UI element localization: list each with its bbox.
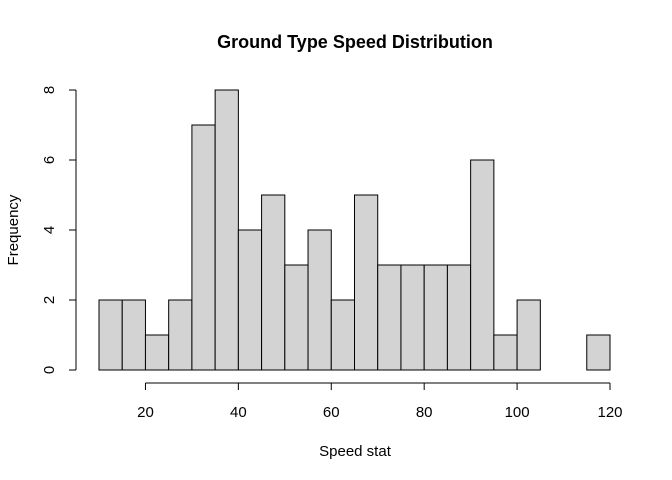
histogram-bar-75-80	[400, 264, 425, 371]
histogram-bar-35-40	[214, 89, 239, 371]
x-tick-label-60: 60	[323, 404, 340, 421]
histogram-bar-100-105	[516, 299, 541, 371]
y-tick-label-2: 2	[41, 296, 58, 304]
x-tick-label-40: 40	[230, 404, 247, 421]
histogram-bar-70-75	[377, 264, 402, 371]
y-axis-label: Frequency	[5, 194, 22, 265]
x-tick-label-80: 80	[416, 404, 433, 421]
histogram-bar-55-60	[307, 229, 332, 371]
y-tick-label-0: 0	[41, 366, 58, 374]
histogram-bar-85-90	[446, 264, 472, 371]
bars-group	[98, 89, 611, 371]
histogram-bar-45-50	[261, 194, 286, 371]
histogram-bar-95-100	[493, 334, 518, 371]
x-tick-label-20: 20	[137, 404, 154, 421]
histogram-bar-50-55	[284, 264, 309, 371]
y-tick-label-4: 4	[41, 226, 58, 234]
histogram-bar-115-120	[586, 334, 611, 371]
histogram-bar-90-95	[470, 159, 495, 371]
histogram-bar-60-65	[330, 299, 356, 371]
histogram-bar-30-35	[191, 124, 216, 371]
chart-title: Ground Type Speed Distribution	[217, 32, 493, 52]
y-tick-label-6: 6	[41, 156, 58, 164]
x-tick-label-120: 120	[597, 404, 622, 421]
x-axis: 20 40 60 80 100 120	[137, 382, 623, 421]
histogram-bar-15-20	[121, 299, 146, 371]
x-tick-label-100: 100	[505, 404, 530, 421]
histogram-bar-10-15	[98, 299, 123, 371]
y-tick-label-8: 8	[41, 86, 58, 94]
histogram-bar-80-85	[423, 264, 448, 371]
y-axis: 0 2 4 6 8	[41, 86, 77, 374]
histogram-bar-65-70	[354, 194, 379, 371]
histogram-bar-40-45	[237, 229, 263, 371]
x-axis-label: Speed stat	[319, 443, 392, 460]
histogram-bar-25-30	[168, 299, 193, 371]
histogram-bar-20-25	[144, 334, 170, 371]
